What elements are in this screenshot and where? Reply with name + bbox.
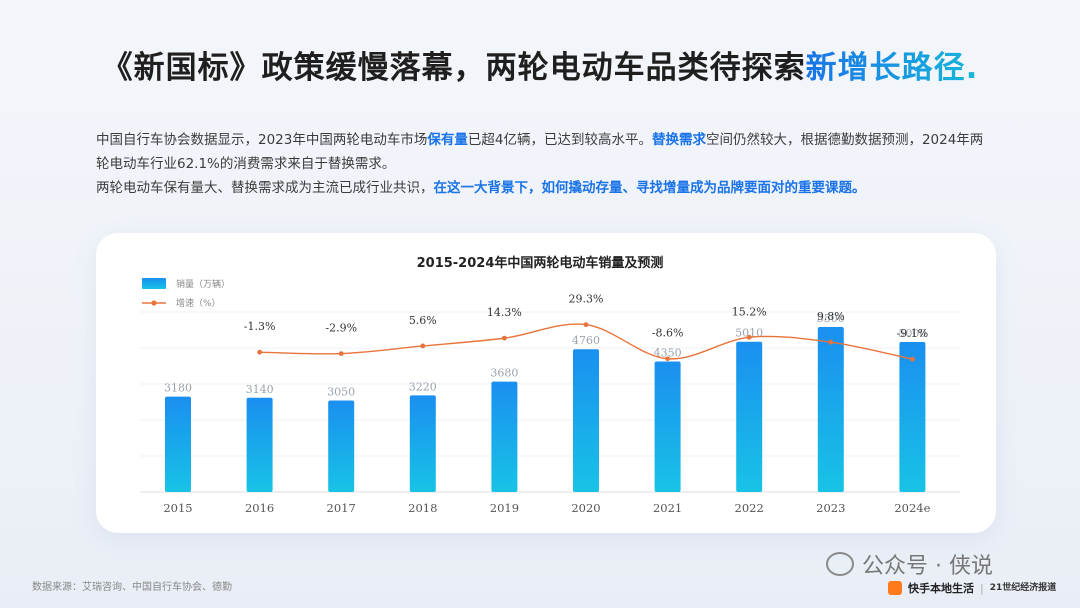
- growth-point-2022: [746, 334, 752, 340]
- bar-2018: [409, 395, 436, 492]
- title-main: 《新国标》政策缓慢落幕，两轮电动车品类待探索: [101, 50, 806, 86]
- para1-text-2: 已超4亿辆，已达到较高水平。: [467, 132, 652, 148]
- bar-label-2023: 5500: [817, 312, 845, 325]
- bar-label-2015: 3180: [164, 382, 192, 395]
- legend-bar-swatch: [142, 278, 166, 289]
- kuaishou-icon: [888, 581, 902, 595]
- para1-highlight-2: 替换需求: [651, 132, 706, 148]
- growth-point-2024e: [910, 356, 915, 362]
- growth-label-2016: -1.3%: [244, 320, 276, 333]
- para2-text-1: 两轮电动车保有量大、替换需求成为主流已成行业共识，: [96, 180, 434, 196]
- para2-highlight-1: 在这一大背景下，如何撬动存量、寻找增量成为品牌要面对的重要课题。: [433, 180, 866, 196]
- para1-text-1: 中国自行车协会数据显示，2023年中国两轮电动车市场: [96, 132, 428, 148]
- growth-label-2023: 9.8%: [817, 310, 845, 323]
- x-tick-2021: 2021: [653, 501, 682, 515]
- bar-2021: [654, 361, 681, 492]
- bar-label-2024e: 5000: [898, 327, 926, 340]
- growth-point-2018: [420, 343, 426, 349]
- bar-2015: [165, 396, 191, 492]
- brand-logos: 快手本地生活 | 21世纪经济报道: [888, 580, 1056, 596]
- bar-label-2018: 3220: [409, 380, 437, 393]
- growth-label-2017: -2.9%: [325, 322, 357, 335]
- legend-bar-label: 销量（万辆）: [176, 278, 230, 290]
- watermark-text: 公众号 · 侠说: [862, 554, 993, 579]
- growth-point-2016: [257, 349, 262, 355]
- watermark: 公众号 · 侠说: [826, 548, 993, 580]
- growth-point-2021: [665, 356, 670, 362]
- growth-label-2020: 29.3%: [569, 293, 604, 306]
- consensus-paragraph: 两轮电动车保有量大、替换需求成为主流已成行业共识，在这一大背景下，如何撬动存量、…: [96, 176, 996, 200]
- data-source: 数据来源：艾瑞咨询、中国自行车协会、德勤: [32, 582, 232, 593]
- bar-2023: [817, 327, 844, 492]
- x-tick-2022: 2022: [735, 501, 764, 515]
- bar-label-2016: 3140: [246, 383, 274, 396]
- legend-line-dot: [151, 300, 157, 306]
- bar-2016: [246, 397, 273, 492]
- growth-label-2018: 5.6%: [409, 314, 437, 327]
- growth-label-2022: 15.2%: [732, 305, 767, 318]
- bar-2020: [573, 349, 599, 492]
- bar-2022: [736, 341, 763, 492]
- brand-separator: |: [980, 581, 984, 595]
- growth-point-2020: [583, 322, 589, 328]
- growth-point-2023: [828, 339, 834, 345]
- brand-kuaishou: 快手本地生活: [908, 582, 974, 595]
- intro-paragraph: 中国自行车协会数据显示，2023年中国两轮电动车市场保有量已超4亿辆，已达到较高…: [96, 128, 996, 176]
- growth-label-2019: 14.3%: [487, 306, 522, 319]
- x-tick-2024e: 2024e: [894, 501, 930, 515]
- legend-line-label: 增速（%）: [176, 297, 221, 309]
- chart-card: [96, 233, 996, 533]
- title-accent: 新增长路径.: [805, 50, 979, 86]
- x-tick-2015: 2015: [163, 501, 192, 515]
- growth-point-2019: [502, 335, 507, 341]
- x-tick-2020: 2020: [571, 501, 600, 515]
- bar-label-2019: 3680: [490, 367, 518, 380]
- growth-label-2021: -8.6%: [652, 327, 684, 340]
- bar-label-2017: 3050: [327, 386, 355, 399]
- bar-2024e: [899, 342, 926, 492]
- x-tick-2023: 2023: [816, 501, 845, 515]
- bar-label-2020: 4760: [572, 334, 600, 347]
- x-tick-2019: 2019: [490, 501, 519, 515]
- para1-text-3: 空间仍然较大，根据德勤数据预测，2024年两轮电动车行业62.1%的消费需求来自…: [96, 132, 984, 172]
- bar-2019: [491, 381, 518, 492]
- chart-title: 2015-2024年中国两轮电动车销量及预测: [416, 256, 664, 271]
- page-title: 《新国标》政策缓慢落幕，两轮电动车品类待探索新增长路径.: [0, 42, 1080, 87]
- bar-label-2021: 4350: [654, 347, 682, 360]
- growth-label-2024e: -9.1%: [897, 327, 929, 340]
- x-tick-2017: 2017: [327, 501, 356, 515]
- wechat-icon: [826, 552, 854, 576]
- para1-highlight-1: 保有量: [427, 132, 468, 148]
- x-tick-2016: 2016: [245, 501, 274, 515]
- brand-21cbh: 21世纪经济报道: [989, 583, 1057, 593]
- growth-point-2017: [338, 351, 344, 357]
- x-tick-2018: 2018: [408, 501, 437, 515]
- bar-2017: [328, 400, 355, 492]
